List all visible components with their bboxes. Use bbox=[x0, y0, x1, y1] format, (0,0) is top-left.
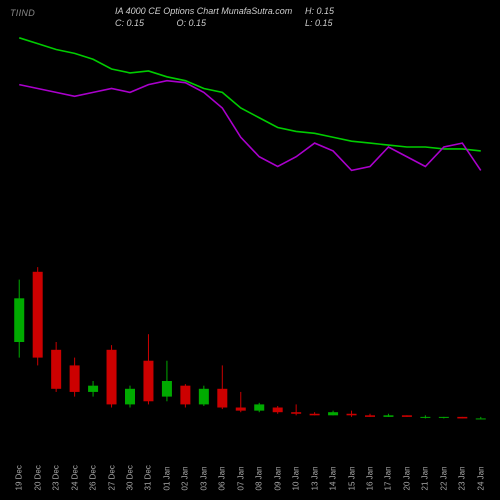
x-tick-label: 06 Jan bbox=[218, 473, 227, 491]
x-tick-label: 20 Dec bbox=[33, 473, 42, 491]
ohlc-o: C: 0.15 O: 0.15 bbox=[115, 18, 206, 28]
x-tick-label: 14 Jan bbox=[329, 473, 338, 491]
x-tick-label: 16 Jan bbox=[366, 473, 375, 491]
ohlc-c-val: C: 0.15 bbox=[115, 18, 144, 28]
ticker-label: TIIND bbox=[10, 8, 35, 18]
subtitle-label: IA 4000 CE Options Chart MunafaSutra.com bbox=[115, 6, 292, 16]
x-tick-label: 23 Jan bbox=[458, 473, 467, 491]
x-tick-label: 31 Dec bbox=[144, 473, 153, 491]
x-tick-label: 03 Jan bbox=[199, 473, 208, 491]
x-tick-label: 13 Jan bbox=[310, 473, 319, 491]
x-tick-label: 30 Dec bbox=[126, 473, 135, 491]
ohlc-h: H: 0.15 bbox=[305, 6, 334, 16]
x-tick-label: 22 Jan bbox=[439, 473, 448, 491]
x-tick-label: 19 Dec bbox=[15, 473, 24, 491]
x-tick-label: 26 Dec bbox=[89, 473, 98, 491]
x-tick-label: 02 Jan bbox=[181, 473, 190, 491]
x-tick-label: 24 Jan bbox=[476, 473, 485, 491]
x-tick-label: 01 Jan bbox=[162, 473, 171, 491]
x-tick-label: 20 Jan bbox=[402, 473, 411, 491]
x-tick-label: 15 Jan bbox=[347, 473, 356, 491]
x-tick-label: 27 Dec bbox=[107, 473, 116, 491]
ohlc-o-val: O: 0.15 bbox=[177, 18, 207, 28]
x-tick-label: 07 Jan bbox=[236, 473, 245, 491]
x-tick-label: 08 Jan bbox=[255, 473, 264, 491]
x-tick-label: 24 Dec bbox=[70, 473, 79, 491]
x-tick-label: 10 Jan bbox=[292, 473, 301, 491]
price-chart bbox=[10, 30, 490, 460]
x-tick-label: 23 Dec bbox=[52, 473, 61, 491]
ohlc-l: L: 0.15 bbox=[305, 18, 333, 28]
x-tick-label: 09 Jan bbox=[273, 473, 282, 491]
x-tick-label: 17 Jan bbox=[384, 473, 393, 491]
x-tick-label: 21 Jan bbox=[421, 473, 430, 491]
